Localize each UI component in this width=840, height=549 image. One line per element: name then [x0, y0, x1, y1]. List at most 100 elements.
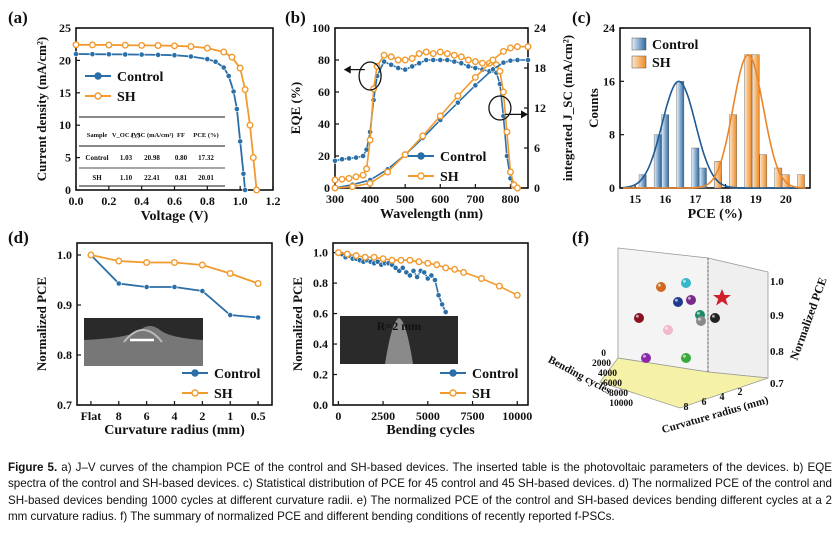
- x-tick-label: 8: [684, 402, 689, 413]
- x-tick-label: Flat: [81, 409, 102, 423]
- legend-marker: [417, 172, 425, 180]
- scatter-ball: [696, 316, 706, 326]
- cycles-marker-control: [407, 272, 413, 279]
- highlight-ellipse: [358, 61, 382, 91]
- fit-curve-sh: [623, 53, 806, 189]
- y-tick-label: 20: [59, 53, 71, 67]
- y-tick-label: 10000: [609, 399, 633, 409]
- panel-label: (c): [572, 8, 591, 27]
- y-tick-label: 0: [601, 349, 606, 359]
- x-tick-label: 1: [227, 409, 233, 423]
- cycles-marker-control: [432, 277, 438, 283]
- table-cell: SH: [92, 174, 102, 182]
- y-tick-label: 0.6: [313, 307, 328, 321]
- radius-marker-sh: [143, 259, 151, 267]
- eqe-marker-1: [436, 48, 444, 56]
- eqe-marker-3: [436, 112, 444, 120]
- eqe-marker-2: [472, 82, 479, 89]
- eqe-marker-0: [381, 58, 388, 65]
- scatter-ball: [681, 278, 691, 288]
- jv-marker-control: [225, 73, 232, 79]
- z-tick-label: 1.0: [770, 276, 784, 288]
- x-tick-label: 0.0: [69, 194, 84, 208]
- eqe-marker-1: [363, 165, 371, 173]
- radius-marker-control: [171, 284, 178, 290]
- hist-bar-control: [691, 147, 700, 189]
- jv-marker-control: [240, 170, 247, 177]
- eqe-marker-1: [394, 56, 402, 64]
- eqe-marker-1: [506, 168, 514, 176]
- y-tick-label: 0: [324, 181, 330, 195]
- eqe-marker-1: [503, 128, 511, 136]
- y2-tick-label: 0: [534, 181, 540, 195]
- x-tick-label: 2500: [371, 409, 395, 423]
- jv-marker-sh: [228, 53, 236, 61]
- x-tick-label: 16: [659, 192, 671, 206]
- radius-marker-control: [143, 284, 150, 290]
- eqe-marker-3: [499, 47, 507, 55]
- eqe-marker-2: [490, 66, 496, 73]
- arrow-head: [521, 110, 528, 119]
- eqe-marker-3: [384, 168, 392, 176]
- radius-marker-sh: [87, 251, 95, 259]
- legend-marker: [449, 369, 457, 377]
- eqe-marker-3: [419, 132, 427, 140]
- x-tick-label: 300: [326, 192, 344, 206]
- y-tick-label: 1.0: [57, 248, 72, 262]
- eqe-marker-1: [331, 176, 339, 184]
- eqe-marker-1: [408, 54, 416, 62]
- eqe-marker-0: [423, 57, 430, 63]
- eqe-marker-1: [401, 56, 409, 64]
- scatter-ball: [710, 313, 720, 323]
- table-cell: 1.10: [120, 174, 133, 182]
- inset-label: R=2 mm: [377, 319, 422, 333]
- caption-text: a) J–V curves of the champion PCE of the…: [8, 461, 832, 524]
- y-axis-label: Counts: [586, 88, 601, 128]
- radius-marker-control: [255, 314, 261, 321]
- radius-marker-control: [227, 312, 234, 318]
- table-cell: 1.03: [120, 154, 133, 162]
- legend-swatch: [631, 37, 647, 51]
- eqe-marker-0: [458, 60, 465, 67]
- x-tick-label: 0.5: [251, 409, 266, 423]
- x-tick-label: 6: [144, 409, 150, 423]
- x-tick-label: 800: [501, 192, 519, 206]
- table-header: J_SC (mA/cm²): [131, 132, 174, 139]
- star-marker: [713, 289, 731, 306]
- eqe-marker-2: [514, 57, 521, 63]
- hist-bar-sh: [797, 174, 805, 189]
- jv-marker-control: [242, 187, 248, 193]
- cycles-marker-sh: [361, 253, 369, 261]
- eqe-marker-1: [387, 53, 395, 61]
- x-tick-label: 8: [116, 409, 122, 423]
- eqe-marker-3: [471, 73, 479, 81]
- table-header: PCE (%): [193, 132, 218, 139]
- y-tick-label: 8: [609, 128, 615, 142]
- cycles-marker-sh: [495, 282, 503, 290]
- ball-highlight: [642, 354, 646, 358]
- plot-frame: [332, 242, 529, 406]
- jv-marker-control: [155, 51, 161, 58]
- cycles-marker-sh: [379, 255, 387, 263]
- ball-highlight: [635, 314, 639, 318]
- jv-marker-control: [73, 51, 79, 57]
- y-tick-label: 0.8: [313, 276, 328, 290]
- panel-label: (a): [8, 8, 28, 27]
- legend-marker: [94, 92, 102, 100]
- x-tick-label: 5000: [416, 409, 440, 423]
- eqe-marker-1: [457, 53, 465, 61]
- z-tick-label: 0.9: [770, 310, 784, 322]
- cycles-marker-sh: [477, 275, 485, 283]
- hist-bar-sh: [744, 54, 752, 189]
- ball-highlight: [697, 317, 701, 321]
- x-tick-label: 6: [702, 397, 707, 408]
- eqe-marker-1: [471, 58, 479, 66]
- hist-bar-sh: [751, 54, 760, 189]
- jv-marker-control: [230, 88, 237, 95]
- x-tick-label: 600: [431, 192, 449, 206]
- scatter-ball: [673, 297, 683, 307]
- eqe-marker-3: [366, 179, 374, 187]
- eqe-marker-3: [506, 44, 514, 52]
- y-tick-label: 0: [609, 181, 615, 195]
- hist-bar-sh: [714, 161, 722, 189]
